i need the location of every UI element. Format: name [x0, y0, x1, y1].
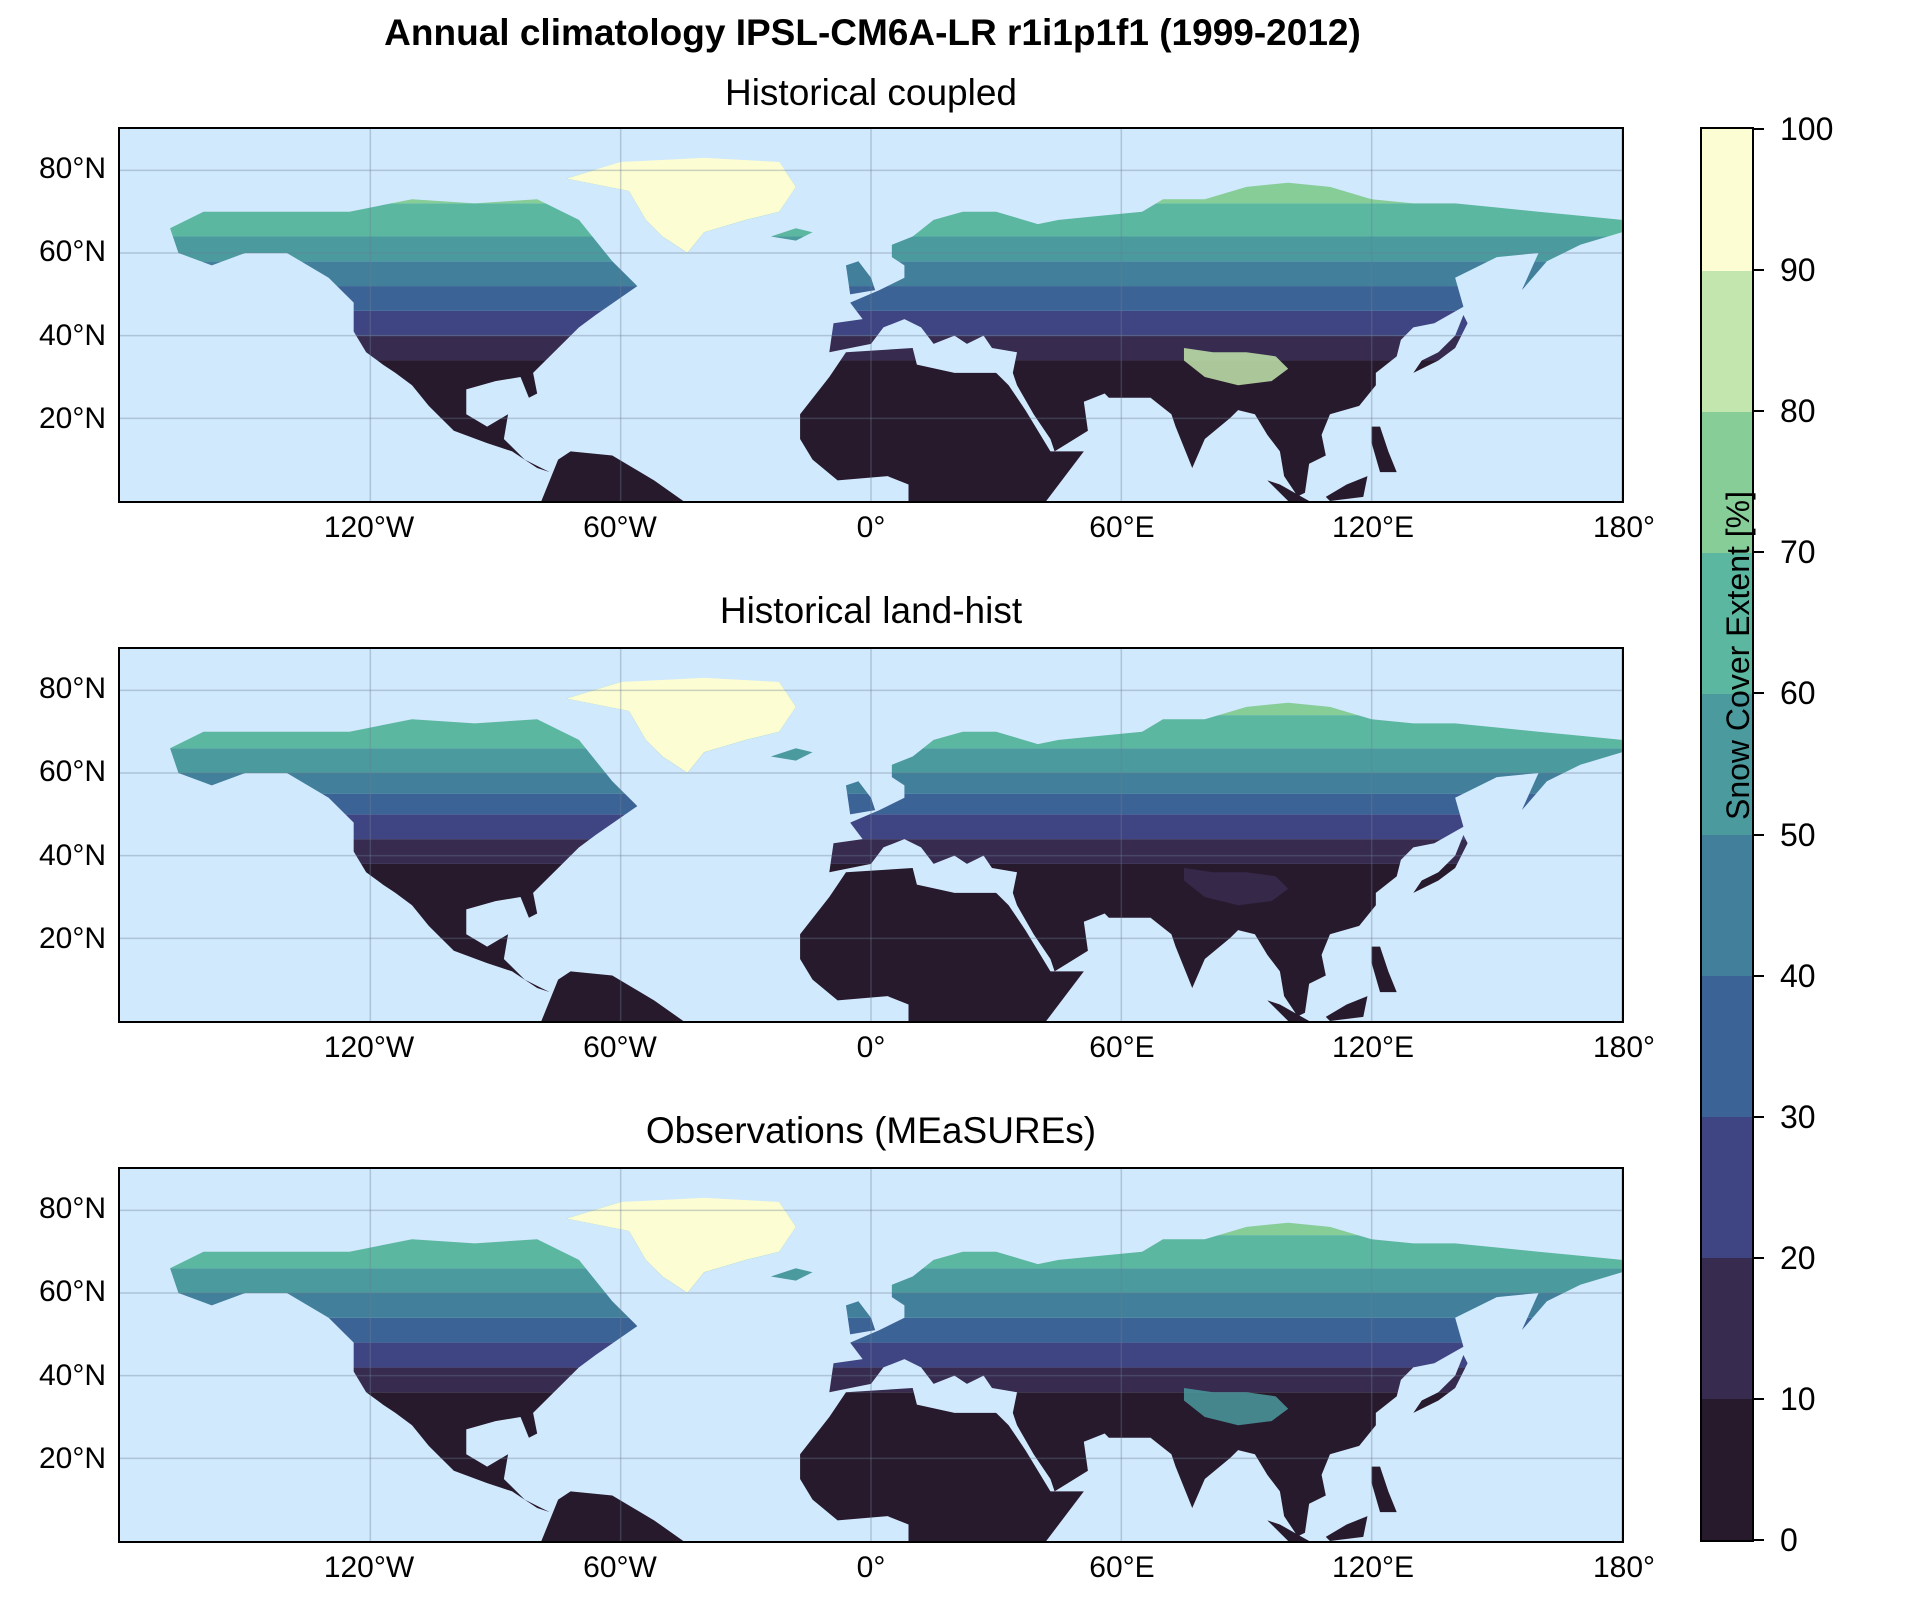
panel-title: Observations (MEaSUREs) [645, 1110, 1097, 1151]
colorbar-segment [1702, 552, 1752, 694]
lon-tick-label: 120°W [323, 511, 415, 544]
colorbar-tick-label: 40 [1780, 957, 1816, 994]
lat-tick-label: 40°N [38, 838, 106, 872]
colorbar-label: Snow Cover Extent [%] [1720, 490, 1756, 820]
lon-tick-label: 0° [856, 511, 886, 544]
colorbar-segment [1702, 834, 1752, 977]
colorbar-segment [1702, 129, 1752, 271]
map-panel-1 [118, 127, 1624, 503]
colorbar-segment [1702, 1398, 1752, 1541]
lat-tick-label: 20°N [38, 1442, 106, 1476]
greenland-ice [566, 157, 796, 253]
greenland-ice [566, 677, 796, 773]
colorbar-segment [1702, 693, 1752, 835]
lon-tick-label: 60°W [583, 1031, 657, 1064]
map-canvas [120, 129, 1622, 501]
lat-tick-label: 60°N [38, 235, 106, 269]
lon-tick-label: 0° [856, 1031, 886, 1064]
colorbar-segment [1702, 411, 1752, 553]
colorbar-segment [1702, 975, 1752, 1118]
lat-tick-label: 80°N [38, 151, 106, 185]
colorbar-tick [1754, 1256, 1764, 1259]
colorbar-tick-label: 0 [1780, 1522, 1798, 1558]
lat-tick-label: 40°N [38, 1358, 106, 1392]
tibetan-plateau [1183, 348, 1289, 386]
colorbar-tick-label: 70 [1780, 534, 1816, 571]
tibetan-plateau [1183, 868, 1289, 906]
colorbar-tick [1754, 1539, 1764, 1541]
colorbar-tick-label: 50 [1780, 816, 1816, 853]
colorbar-tick [1754, 974, 1764, 977]
colorbar-tick-label: 90 [1780, 252, 1816, 289]
lon-tick-label: 120°E [1331, 1031, 1415, 1064]
lon-tick-label: 180° [1592, 511, 1656, 544]
colorbar-tick [1754, 269, 1764, 272]
lat-tick-label: 60°N [38, 755, 106, 789]
lat-tick-label: 80°N [38, 671, 106, 705]
colorbar-tick-label: 10 [1780, 1380, 1816, 1417]
panel-title: Historical coupled [724, 72, 1018, 113]
colorbar-tick [1754, 128, 1764, 130]
colorbar-segment [1702, 1116, 1752, 1259]
colorbar-tick-label: 30 [1780, 1098, 1816, 1135]
snow-band [170, 793, 1622, 815]
gridlines [120, 649, 1622, 1021]
lon-tick-label: 120°W [323, 1031, 415, 1064]
colorbar-segment [1702, 1257, 1752, 1400]
lon-tick-label: 60°W [583, 511, 657, 544]
lat-tick-label: 60°N [38, 1275, 106, 1309]
greenland-ice [566, 1197, 796, 1293]
lon-tick-label: 0° [856, 1551, 886, 1584]
lon-tick-label: 180° [1592, 1031, 1656, 1064]
lon-tick-label: 60°W [583, 1551, 657, 1584]
figure-suptitle: Annual climatology IPSL-CM6A-LR r1i1p1f1… [384, 12, 1361, 53]
lon-tick-label: 120°E [1331, 511, 1415, 544]
colorbar-tick [1754, 692, 1764, 695]
lon-tick-label: 180° [1592, 1551, 1656, 1584]
colorbar-tick [1754, 833, 1764, 836]
colorbar-tick-label: 60 [1780, 675, 1816, 712]
lon-tick-label: 60°E [1089, 1031, 1155, 1064]
lon-tick-label: 60°E [1089, 511, 1155, 544]
tibetan-plateau [1183, 1388, 1289, 1426]
snow-band [170, 814, 1622, 840]
panel-title: Historical land-hist [719, 590, 1023, 631]
colorbar-tick-label: 100 [1780, 111, 1834, 147]
colorbar-tick [1754, 1397, 1764, 1400]
colorbar-tick-label: 80 [1780, 393, 1816, 430]
colorbar-tick [1754, 1115, 1764, 1118]
lat-tick-label: 20°N [38, 402, 106, 436]
colorbar-segment [1702, 270, 1752, 412]
lat-tick-label: 40°N [38, 318, 106, 352]
colorbar-tick [1754, 410, 1764, 413]
gridlines [120, 1169, 1622, 1541]
gridlines [120, 129, 1622, 501]
lon-tick-label: 120°W [323, 1551, 415, 1584]
map-panel-3 [118, 1167, 1624, 1543]
colorbar-tick [1754, 551, 1764, 554]
snow-band [170, 286, 1622, 311]
colorbar [1700, 127, 1754, 1542]
colorbar-tick-label: 20 [1780, 1239, 1816, 1276]
lon-tick-label: 60°E [1089, 1551, 1155, 1584]
map-canvas [120, 649, 1622, 1021]
lat-tick-label: 20°N [38, 922, 106, 956]
map-canvas [120, 1169, 1622, 1541]
map-panel-2 [118, 647, 1624, 1023]
lon-tick-label: 120°E [1331, 1551, 1415, 1584]
lat-tick-label: 80°N [38, 1191, 106, 1225]
